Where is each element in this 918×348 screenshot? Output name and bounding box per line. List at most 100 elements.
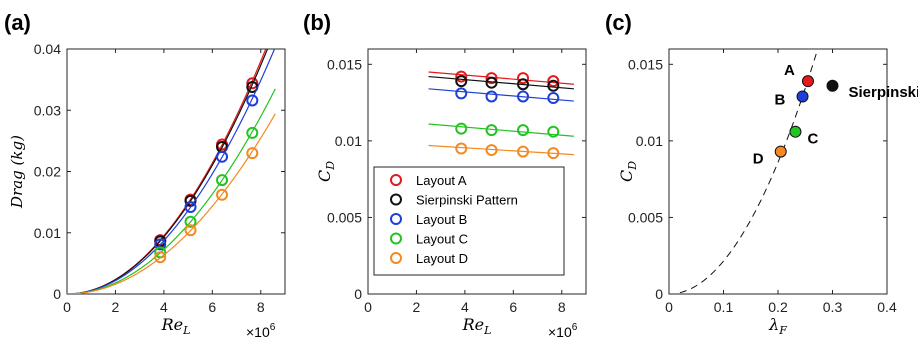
fit-line: [67, 49, 267, 294]
panel-c: (c) 0 0.1 0.2 0.3 0.4 0 0.005 0.01 0.015 A Sierpins…: [605, 10, 918, 337]
point-label: C: [807, 131, 818, 148]
x-axis-label: λF: [768, 315, 787, 337]
x-axis-label: ReL: [462, 315, 492, 337]
series-sierpinski-pattern: [67, 49, 269, 294]
panel-label-b: (b): [303, 10, 331, 35]
data-point: [216, 188, 229, 201]
data-point: [455, 142, 468, 155]
y-tick-label: 0: [53, 286, 61, 302]
legend-entry: Layout D: [416, 251, 468, 266]
x-axis-multiplier: ×106: [246, 322, 276, 340]
data-point: [485, 144, 498, 157]
fit-line: [67, 49, 276, 294]
series-layout-b: [67, 49, 276, 294]
data-point: [485, 90, 498, 103]
x-tick-label: 0.2: [768, 299, 788, 315]
point-label: D: [753, 151, 764, 168]
legend-entry: Layout A: [416, 173, 467, 188]
y-tick-label: 0.02: [34, 164, 61, 180]
y-axis-label: Drag (kg): [8, 135, 26, 209]
data-point: [485, 76, 498, 89]
data-point: [547, 75, 560, 88]
data-point: [154, 251, 167, 264]
data-point: [517, 78, 530, 91]
x-tick-label: 4: [461, 299, 469, 315]
series-layout-d: [67, 113, 276, 294]
panel-label-c: (c): [605, 10, 632, 35]
series-layout-d: [428, 142, 574, 160]
series-layout-b: [428, 87, 574, 104]
data-point: [184, 215, 197, 228]
series-layout-c: [428, 122, 574, 138]
data-point: [774, 145, 787, 158]
point-label: A: [784, 62, 795, 79]
series-layout-a: [67, 49, 267, 294]
data-point: [246, 94, 259, 107]
data-point: [801, 75, 814, 88]
fit-line: [67, 113, 276, 294]
point-label: Sierpinski: [849, 84, 918, 101]
y-tick-label: 0: [354, 286, 362, 302]
x-tick-label: 0: [665, 299, 673, 315]
x-tick-label: 6: [208, 299, 216, 315]
x-tick-label: 0.3: [823, 299, 843, 315]
x-axis-label: ReL: [161, 315, 191, 337]
fit-line: [428, 88, 574, 102]
fit-line: [428, 75, 574, 90]
legend-entry: Layout C: [416, 232, 468, 247]
data-point: [547, 125, 560, 138]
data-point: [246, 77, 259, 90]
y-tick-label: 0.01: [335, 133, 362, 149]
series-layout-c: [67, 88, 276, 294]
legend-entry: Layout B: [416, 212, 467, 227]
data-point: [547, 147, 560, 160]
data-point: [547, 92, 560, 104]
data-point: [184, 201, 197, 214]
data-point: [216, 150, 229, 163]
data-point: [455, 70, 468, 83]
data-point: [796, 90, 809, 103]
legend-marker: [390, 232, 402, 245]
data-point: [246, 147, 259, 160]
data-point: [485, 124, 498, 137]
x-tick-label: 0: [364, 299, 372, 315]
legend-entry: Sierpinski Pattern: [416, 193, 518, 208]
y-tick-label: 0.005: [628, 209, 663, 225]
panel-label-a: (a): [4, 10, 31, 35]
y-tick-label: 0.04: [34, 41, 61, 57]
x-tick-label: 4: [160, 299, 168, 315]
y-axis-label: CD: [617, 161, 639, 182]
panel-a: (a) 0 2 4 6 8 0 0.01 0.02 0.03 0.04 Drag (kg) ReL ×10…: [4, 10, 286, 340]
x-tick-label: 0.4: [877, 299, 897, 315]
data-point: [154, 238, 167, 251]
point-label: B: [775, 91, 786, 108]
legend-marker: [390, 193, 402, 206]
data-point: [789, 125, 802, 138]
fit-line: [67, 88, 276, 294]
data-point: [455, 75, 468, 88]
x-tick-label: 0: [63, 299, 71, 315]
data-point: [547, 79, 560, 92]
y-tick-label: 0.03: [34, 102, 61, 118]
x-tick-label: 6: [509, 299, 517, 315]
y-tick-label: 0.01: [636, 133, 663, 149]
legend-marker: [390, 174, 402, 186]
fit-line: [67, 49, 269, 294]
legend: Layout A Sierpinski Pattern Layout B Layout…: [373, 166, 565, 276]
data-point: [517, 124, 530, 137]
series-sierpinski-pattern: [428, 75, 574, 92]
x-tick-label: 8: [257, 299, 265, 315]
y-tick-label: 0: [655, 286, 663, 302]
x-tick-label: 8: [558, 299, 566, 315]
y-tick-label: 0.015: [327, 56, 362, 72]
legend-box: [373, 166, 565, 276]
data-point: [455, 122, 468, 135]
legend-marker: [390, 213, 402, 225]
legend-marker: [390, 252, 402, 264]
y-tick-label: 0.01: [34, 225, 61, 241]
data-point: [246, 126, 259, 139]
data-point: [517, 145, 530, 158]
x-tick-label: 2: [413, 299, 421, 315]
data-point: [517, 72, 530, 85]
